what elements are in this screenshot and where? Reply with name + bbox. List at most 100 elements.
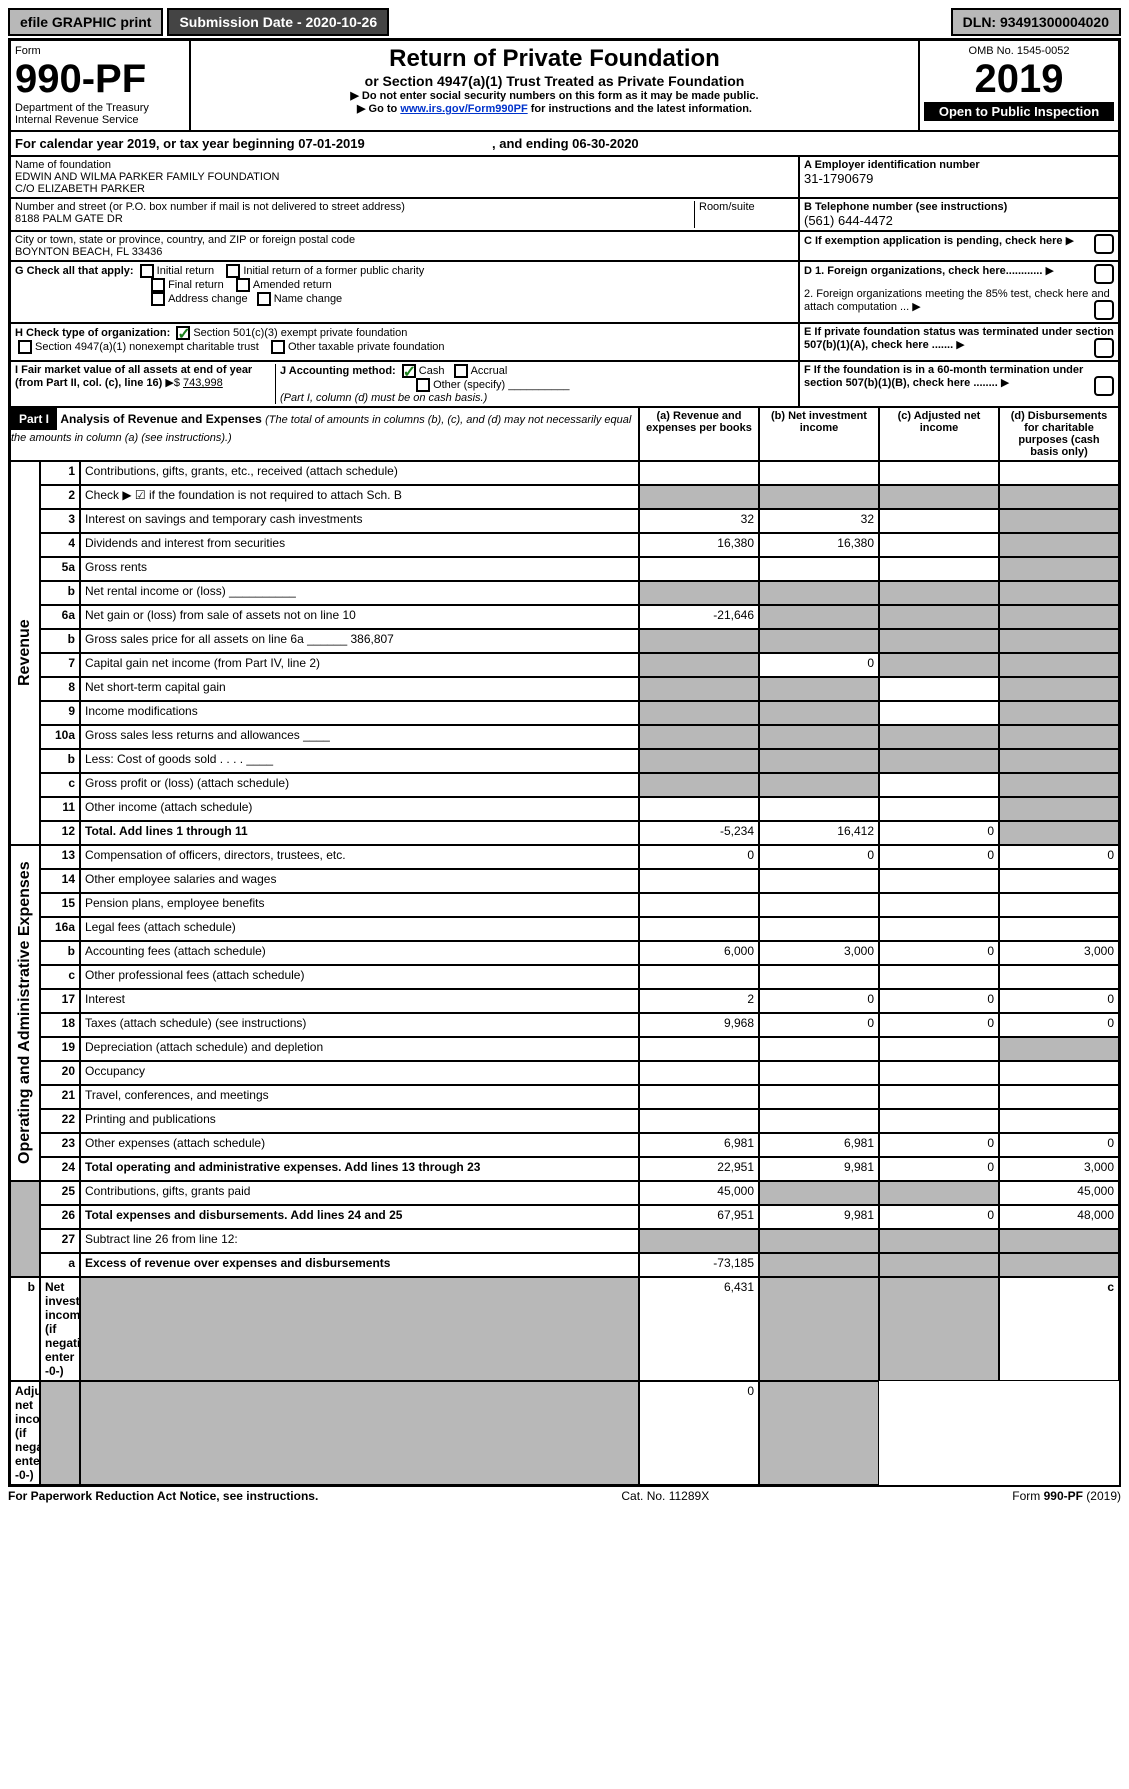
row-desc: Contributions, gifts, grants paid: [80, 1181, 639, 1205]
room-label: Room/suite: [699, 201, 794, 213]
row-val-d: [999, 917, 1119, 941]
dln-label: DLN: 93491300004020: [951, 8, 1121, 36]
foundation-name-1: EDWIN AND WILMA PARKER FAMILY FOUNDATION: [15, 171, 794, 183]
phone-value: (561) 644-4472: [804, 213, 1114, 228]
row-val-b: [759, 557, 879, 581]
row-desc: Adjusted net income (if negative, enter …: [10, 1381, 40, 1485]
e-checkbox[interactable]: [1094, 338, 1114, 358]
row-num: 21: [40, 1085, 80, 1109]
row-desc: Excess of revenue over expenses and disb…: [80, 1253, 639, 1277]
row-val-b: [759, 869, 879, 893]
note-1: ▶ Do not enter social security numbers o…: [195, 89, 914, 102]
efile-button[interactable]: efile GRAPHIC print: [8, 8, 163, 36]
row-val-c: [879, 677, 999, 701]
ein-label: A Employer identification number: [804, 159, 1114, 171]
i-value: 743,998: [183, 377, 223, 389]
row-desc: Capital gain net income (from Part IV, l…: [80, 653, 639, 677]
row-val-a: [639, 1061, 759, 1085]
g-initial-checkbox[interactable]: [140, 264, 154, 278]
row-val-d: [999, 773, 1119, 797]
row-num: 14: [40, 869, 80, 893]
row-val-c: 0: [879, 989, 999, 1013]
j-accrual-checkbox[interactable]: [454, 364, 468, 378]
phone-label: B Telephone number (see instructions): [804, 201, 1114, 213]
row-val-b: [759, 485, 879, 509]
row-desc: Other employee salaries and wages: [80, 869, 639, 893]
row-desc: Check ▶ ☑ if the foundation is not requi…: [80, 485, 639, 509]
row-val-a: [639, 677, 759, 701]
row-desc: Net investment income (if negative, ente…: [40, 1277, 80, 1381]
g-final-checkbox[interactable]: [151, 278, 165, 292]
row-val-b: [759, 965, 879, 989]
instructions-link[interactable]: www.irs.gov/Form990PF: [400, 103, 527, 115]
g-name-checkbox[interactable]: [257, 292, 271, 306]
page-footer: For Paperwork Reduction Act Notice, see …: [8, 1487, 1121, 1505]
col-d-header: (d) Disbursements for charitable purpose…: [999, 407, 1119, 461]
row-num: 24: [40, 1157, 80, 1181]
row-val-a: [639, 893, 759, 917]
row-val-a: 6,981: [639, 1133, 759, 1157]
row-num: 7: [40, 653, 80, 677]
row-val-d: [999, 509, 1119, 533]
row-val-d: [999, 1037, 1119, 1061]
h-501c3-checkbox[interactable]: [176, 326, 190, 340]
part1-tag: Part I: [11, 408, 57, 430]
row-num: 1: [40, 461, 80, 485]
dept-label: Department of the Treasury: [15, 102, 185, 114]
j-other-checkbox[interactable]: [416, 378, 430, 392]
row-val-c: [879, 893, 999, 917]
submission-button[interactable]: Submission Date - 2020-10-26: [167, 8, 389, 36]
row-val-c: [879, 557, 999, 581]
g-initial-former-checkbox[interactable]: [226, 264, 240, 278]
row-num: 16a: [40, 917, 80, 941]
row-val-d: [999, 533, 1119, 557]
row-val-b: 0: [759, 653, 879, 677]
row-desc: Interest: [80, 989, 639, 1013]
row-val-d: [999, 1109, 1119, 1133]
row-val-b: 0: [759, 1013, 879, 1037]
row-val-d: [999, 965, 1119, 989]
d1-label: D 1. Foreign organizations, check here..…: [804, 265, 1042, 277]
row-desc: Occupancy: [80, 1061, 639, 1085]
part1-title: Analysis of Revenue and Expenses: [60, 412, 261, 426]
h-4947-checkbox[interactable]: [18, 340, 32, 354]
row-val-b: 0: [759, 845, 879, 869]
d2-checkbox[interactable]: [1094, 300, 1114, 320]
row-num: 5a: [40, 557, 80, 581]
row-num: 4: [40, 533, 80, 557]
row-num: 22: [40, 1109, 80, 1133]
d1-checkbox[interactable]: [1094, 264, 1114, 284]
footer-right: Form 990-PF (2019): [1012, 1489, 1121, 1503]
j-cash-checkbox[interactable]: [402, 364, 416, 378]
row-val-d: [999, 461, 1119, 485]
row-val-a: -21,646: [639, 605, 759, 629]
g-amended-checkbox[interactable]: [236, 278, 250, 292]
footer-mid: Cat. No. 11289X: [621, 1489, 709, 1503]
row-val-b: [759, 893, 879, 917]
form-subtitle: or Section 4947(a)(1) Trust Treated as P…: [195, 73, 914, 89]
name-label: Name of foundation: [15, 159, 794, 171]
row-val-d: 0: [999, 989, 1119, 1013]
analysis-rows: Revenue1Contributions, gifts, grants, et…: [10, 461, 1119, 1485]
row-desc: Gross rents: [80, 557, 639, 581]
row-val-c: [879, 533, 999, 557]
row-val-b: 16,412: [759, 821, 879, 845]
row-val-a: [639, 485, 759, 509]
f-checkbox[interactable]: [1094, 376, 1114, 396]
row-num: b: [40, 581, 80, 605]
row-val-b: 9,981: [759, 1205, 879, 1229]
row-val-c: [879, 1253, 999, 1277]
row-val-a: [639, 461, 759, 485]
row-val-b: 9,981: [759, 1157, 879, 1181]
c-checkbox[interactable]: [1094, 234, 1114, 254]
toolbar: efile GRAPHIC print Submission Date - 20…: [8, 8, 1121, 36]
row-desc: Less: Cost of goods sold . . . . ____: [80, 749, 639, 773]
h-other-checkbox[interactable]: [271, 340, 285, 354]
row-num: 3: [40, 509, 80, 533]
row-num: 15: [40, 893, 80, 917]
row-desc: Accounting fees (attach schedule): [80, 941, 639, 965]
form-number: 990-PF: [15, 57, 185, 102]
row-val-c: [879, 461, 999, 485]
row-val-b: [759, 1253, 879, 1277]
g-address-checkbox[interactable]: [151, 292, 165, 306]
